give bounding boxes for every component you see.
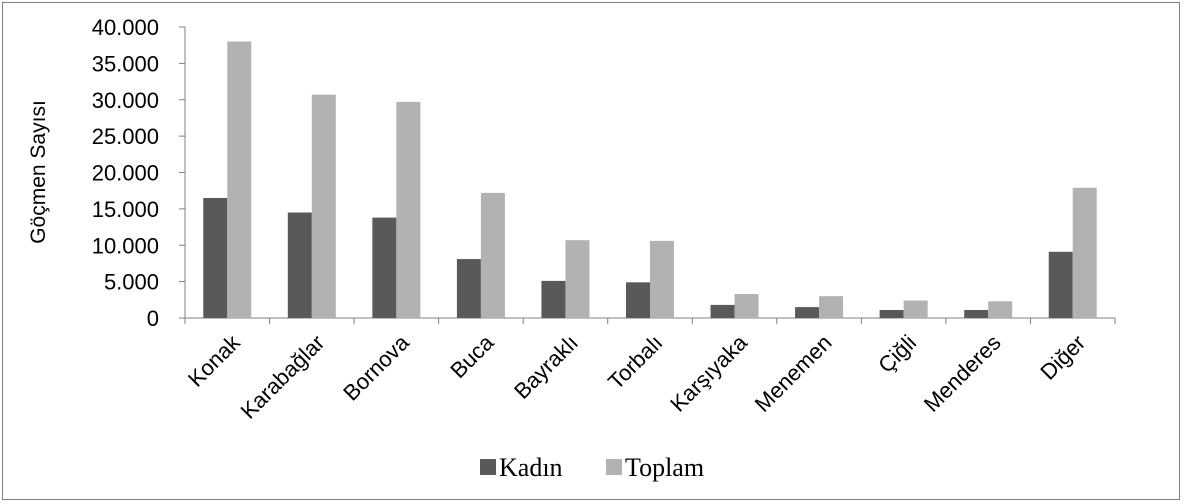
- category-label: Konak: [183, 329, 245, 391]
- y-tick-label: 35.000: [92, 51, 159, 76]
- legend-swatch-kadın: [480, 459, 496, 475]
- y-tick-label: 10.000: [92, 233, 159, 258]
- bar-kadın: [1048, 251, 1073, 318]
- category-label: Menemen: [750, 330, 837, 417]
- bar-kadın: [287, 212, 312, 318]
- bars: [203, 41, 1097, 319]
- bar-toplam: [988, 301, 1013, 318]
- bar-toplam: [819, 296, 844, 318]
- bar-kadın: [456, 259, 481, 318]
- legend: Kadın Toplam: [480, 453, 704, 482]
- bar-kadın: [626, 282, 650, 318]
- legend-swatch-toplam: [606, 459, 622, 475]
- y-tick-label: 20.000: [92, 161, 159, 186]
- bar-kadın: [795, 307, 820, 318]
- bar-toplam: [650, 240, 674, 318]
- y-tick-label: 5.000: [104, 270, 159, 295]
- legend-label-kadın: Kadın: [499, 453, 563, 482]
- bar-toplam: [903, 300, 928, 318]
- bar-toplam: [227, 41, 252, 319]
- category-label: Karşıyaka: [665, 329, 752, 416]
- bar-kadın: [964, 309, 989, 318]
- bar-toplam: [1072, 187, 1097, 318]
- category-label: Bayraklı: [509, 330, 583, 404]
- bar-toplam: [734, 293, 759, 318]
- category-label: Torbalı: [603, 330, 667, 394]
- category-label: Diğer: [1035, 330, 1090, 385]
- category-label: Karabağlar: [236, 330, 330, 424]
- category-label: Bornova: [338, 329, 414, 405]
- bar-kadın: [710, 304, 735, 318]
- y-tick-label: 40.000: [92, 15, 159, 40]
- category-label: Menderes: [919, 330, 1006, 417]
- bar-toplam: [480, 192, 505, 318]
- bar-toplam: [311, 94, 336, 318]
- bar-kadın: [541, 280, 566, 318]
- y-tick-label: 15.000: [92, 197, 159, 222]
- bar-kadın: [372, 217, 397, 318]
- bar-toplam: [396, 101, 421, 319]
- y-tick-label: 25.000: [92, 124, 159, 149]
- category-label: Buca: [445, 329, 499, 383]
- category-label: Çiğli: [873, 330, 921, 378]
- bar-kadın: [879, 309, 904, 318]
- legend-label-toplam: Toplam: [625, 453, 704, 482]
- y-tick-label: 30.000: [92, 88, 159, 113]
- y-axis-title: Göçmen Sayısı: [27, 100, 50, 244]
- bar-toplam: [565, 240, 590, 318]
- y-axis-title-group: Göçmen Sayısı: [27, 100, 50, 244]
- bar-kadın: [203, 197, 228, 318]
- y-tick-label: 0: [147, 306, 159, 331]
- y-tick-labels: 0 5.000 10.000 15.000 20.000 25.000 30.000 35.0…: [92, 15, 159, 331]
